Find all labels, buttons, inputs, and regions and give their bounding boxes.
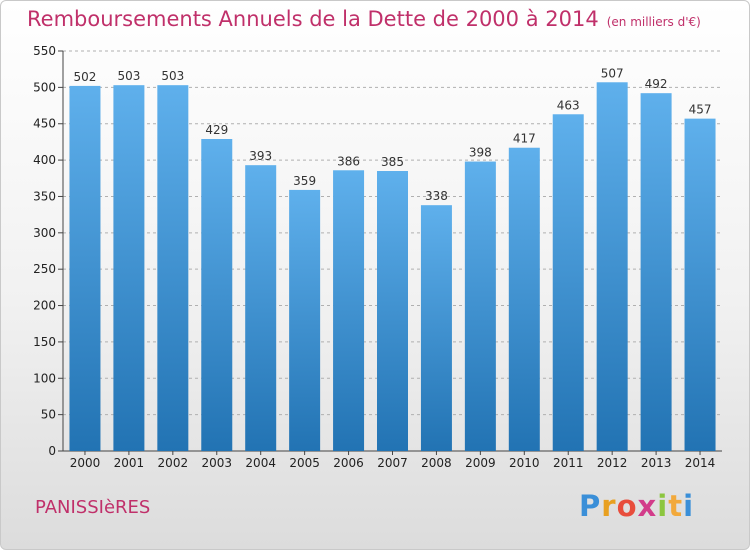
data-label-2006: 386 — [337, 154, 360, 168]
data-label-2008: 338 — [425, 189, 448, 203]
data-label-2010: 417 — [513, 132, 536, 146]
x-tick-label-2005: 2005 — [289, 456, 320, 470]
x-tick-label-2010: 2010 — [509, 456, 540, 470]
bar-2004 — [245, 165, 277, 451]
bar-2011 — [552, 114, 584, 451]
x-tick-label-2011: 2011 — [553, 456, 584, 470]
data-label-2003: 429 — [205, 123, 228, 137]
data-label-2005: 359 — [293, 174, 316, 188]
logo-letter: P — [579, 489, 602, 523]
bar-2014 — [684, 118, 716, 452]
chart-title: Remboursements Annuels de la Dette de 20… — [27, 7, 701, 31]
y-tick-label: 200 — [33, 299, 56, 313]
data-label-2007: 385 — [381, 155, 404, 169]
x-tick-label-2012: 2012 — [597, 456, 628, 470]
y-tick-label: 500 — [33, 80, 56, 94]
logo-letter: i — [657, 489, 669, 523]
bar-2012 — [596, 82, 628, 451]
x-tick-label-2002: 2002 — [158, 456, 189, 470]
y-tick-label: 150 — [33, 335, 56, 349]
bar-2000 — [69, 85, 101, 451]
bar-2007 — [377, 171, 408, 451]
y-tick-label: 0 — [48, 444, 56, 458]
bar-2008 — [420, 205, 452, 451]
y-tick-label: 250 — [33, 262, 56, 276]
data-label-2000: 502 — [74, 70, 97, 84]
bar-2013 — [640, 93, 672, 451]
logo-letter: t — [668, 489, 684, 523]
logo-letter: i — [683, 489, 695, 523]
data-labels: 502 503 503 429 393 359 386 385 338 398 417 463 507 4… — [74, 66, 712, 203]
logo-letter: r — [601, 489, 617, 523]
bar-2006 — [333, 170, 365, 452]
x-tick-label-2001: 2001 — [114, 456, 145, 470]
proxiti-logo: Proxiti — [579, 489, 694, 523]
data-label-2013: 492 — [645, 77, 668, 91]
logo-letter: o — [616, 489, 638, 523]
x-tick-label-2007: 2007 — [377, 456, 408, 470]
y-tick-label: 550 — [33, 44, 56, 58]
title-unit: (en milliers d'€) — [606, 15, 701, 29]
title-main: Remboursements Annuels de la Dette de 20… — [27, 7, 599, 31]
data-label-2004: 393 — [249, 149, 272, 163]
x-tick-label-2004: 2004 — [245, 456, 276, 470]
y-tick-label: 100 — [33, 371, 56, 385]
x-tick-label-2013: 2013 — [641, 456, 672, 470]
data-label-2002: 503 — [161, 69, 184, 83]
x-tick-label-2006: 2006 — [333, 456, 364, 470]
x-tick-label-2009: 2009 — [465, 456, 496, 470]
bar-2001 — [113, 85, 145, 451]
x-tick-label-2008: 2008 — [421, 456, 452, 470]
y-tick-label: 450 — [33, 117, 56, 131]
y-tick-label: 400 — [33, 153, 56, 167]
data-label-2012: 507 — [601, 66, 624, 80]
bar-2003 — [201, 139, 233, 451]
x-tick-label-2000: 2000 — [70, 456, 101, 470]
data-label-2011: 463 — [557, 98, 580, 112]
bar-2010 — [508, 147, 540, 451]
commune-name: PANISSIèRES — [35, 497, 151, 518]
x-tick-label-2003: 2003 — [201, 456, 232, 470]
x-tick-label-2014: 2014 — [685, 456, 716, 470]
data-label-2014: 457 — [689, 103, 712, 117]
bar-2002 — [157, 85, 189, 451]
y-tick-label: 300 — [33, 226, 56, 240]
bar-2005 — [289, 189, 321, 451]
y-tick-label: 50 — [41, 408, 56, 422]
y-tick-label: 350 — [33, 189, 56, 203]
data-label-2009: 398 — [469, 146, 492, 160]
bar-2009 — [464, 161, 496, 451]
bars — [69, 82, 716, 452]
data-label-2001: 503 — [117, 69, 140, 83]
logo-letter: x — [637, 489, 658, 523]
